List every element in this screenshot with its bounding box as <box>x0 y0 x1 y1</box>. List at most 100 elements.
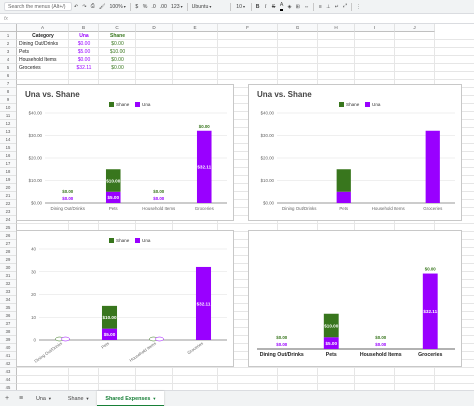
row-header-27[interactable]: 27 <box>0 240 17 248</box>
sheet-tab-una[interactable]: Una ▼ <box>28 391 60 406</box>
row-header-32[interactable]: 32 <box>0 280 17 288</box>
row-header-7[interactable]: 7 <box>0 80 17 88</box>
column-header-h[interactable]: H <box>318 24 355 32</box>
row-header-19[interactable]: 19 <box>0 176 17 184</box>
row-header-11[interactable]: 11 <box>0 112 17 120</box>
row-header-16[interactable]: 16 <box>0 152 17 160</box>
menu-search-input[interactable]: Search the menus (Alt+/) <box>4 2 72 11</box>
align-left-icon[interactable]: ≡ <box>318 3 322 10</box>
all-sheets-button[interactable]: ≡ <box>18 395 24 402</box>
header-cell-una[interactable]: Una <box>79 33 89 39</box>
vertical-align-icon[interactable]: ⊥ <box>326 3 331 10</box>
row-header-6[interactable]: 6 <box>0 72 17 80</box>
row-header-40[interactable]: 40 <box>0 344 17 352</box>
chevron-down-icon[interactable]: ▼ <box>152 395 157 401</box>
row-header-39[interactable]: 39 <box>0 336 17 344</box>
italic-button[interactable]: I <box>264 3 267 10</box>
add-sheet-button[interactable]: + <box>4 395 10 402</box>
chart-3[interactable]: Shane Una 0 10 20 30 40 Dining Out/Drinks $5.00 $… <box>16 230 234 367</box>
borders-icon[interactable]: ⊞ <box>295 3 300 10</box>
cell-shane[interactable]: $0.00 <box>111 65 124 71</box>
text-wrap-icon[interactable]: ↵ <box>334 3 340 10</box>
increase-decimal-button[interactable]: .00 <box>159 3 167 10</box>
percent-format-button[interactable]: % <box>142 3 148 10</box>
row-header-36[interactable]: 36 <box>0 312 17 320</box>
row-header-15[interactable]: 15 <box>0 144 17 152</box>
row-header-17[interactable]: 17 <box>0 160 17 168</box>
fill-color-icon[interactable]: ◈ <box>287 3 292 10</box>
cell-una[interactable]: $32.11 <box>76 65 92 71</box>
row-header-1[interactable]: 1 <box>0 32 17 40</box>
row-header-13[interactable]: 13 <box>0 128 17 136</box>
row-header-28[interactable]: 28 <box>0 248 17 256</box>
row-header-18[interactable]: 18 <box>0 168 17 176</box>
row-header-24[interactable]: 24 <box>0 216 17 224</box>
more-icon[interactable]: ⋮ <box>356 3 362 10</box>
sheet-tab-shared-expenses[interactable]: Shared Expenses ▼ <box>97 390 165 406</box>
chevron-down-icon[interactable]: ▼ <box>85 395 90 401</box>
row-header-34[interactable]: 34 <box>0 296 17 304</box>
row-header-2[interactable]: 2 <box>0 40 17 48</box>
row-header-26[interactable]: 26 <box>0 232 17 240</box>
cell-una[interactable]: $0.00 <box>77 41 91 47</box>
row-header-31[interactable]: 31 <box>0 272 17 280</box>
formula-bar[interactable]: fx <box>0 14 474 24</box>
merge-cells-icon[interactable]: ⇔ <box>303 3 310 10</box>
row-header-8[interactable]: 8 <box>0 88 17 96</box>
chevron-down-icon[interactable]: ▼ <box>47 395 52 401</box>
redo-icon[interactable]: ↷ <box>82 3 87 10</box>
text-rotate-icon[interactable]: ⤢ <box>343 3 348 9</box>
column-header-c[interactable]: C <box>99 24 136 32</box>
row-header-29[interactable]: 29 <box>0 256 17 264</box>
row-header-12[interactable]: 12 <box>0 120 17 128</box>
column-header-a[interactable]: A <box>17 24 69 32</box>
font-family-select[interactable]: Ubuntu <box>190 2 228 12</box>
row-header-4[interactable]: 4 <box>0 56 17 64</box>
row-header-9[interactable]: 9 <box>0 96 17 104</box>
column-header-i[interactable]: I <box>355 24 395 32</box>
row-header-5[interactable]: 5 <box>0 64 17 72</box>
number-format-select[interactable]: 123 <box>169 2 185 12</box>
decrease-decimal-button[interactable]: .0 <box>151 3 156 10</box>
currency-format-button[interactable]: $ <box>135 3 139 10</box>
sheet-tab-shane[interactable]: Shane ▼ <box>60 391 98 406</box>
row-header-44[interactable]: 44 <box>0 376 17 384</box>
text-color-button[interactable]: A <box>279 2 284 11</box>
cell-category[interactable]: Dining Out/Drinks <box>19 41 59 47</box>
row-header-30[interactable]: 30 <box>0 264 17 272</box>
row-header-38[interactable]: 38 <box>0 328 17 336</box>
header-cell-category[interactable]: Category <box>32 33 54 39</box>
cell-una[interactable]: $5.00 <box>77 49 91 55</box>
chart-una-vs-shane-2[interactable]: Una vs. Shane Shane Una $0.00 $10.00 $20.00 $3… <box>248 84 462 221</box>
header-cell-shane[interactable]: Shane <box>109 33 125 39</box>
chart-una-vs-shane-1[interactable]: Una vs. Shane Shane Una $0.00 $10.00 $20.00 $3… <box>16 84 234 221</box>
row-header-37[interactable]: 37 <box>0 320 17 328</box>
cell-category[interactable]: Pets <box>19 49 30 55</box>
column-header-f[interactable]: F <box>218 24 278 32</box>
row-header-10[interactable]: 10 <box>0 104 17 112</box>
column-header-e[interactable]: E <box>173 24 218 32</box>
paint-format-icon[interactable]: 🖌 <box>98 3 106 10</box>
row-header-20[interactable]: 20 <box>0 184 17 192</box>
row-header-41[interactable]: 41 <box>0 352 17 360</box>
cell-category[interactable]: Household Items <box>19 57 57 63</box>
cell-una[interactable]: $0.00 <box>77 57 91 63</box>
column-header-j[interactable]: J <box>395 24 435 32</box>
row-header-23[interactable]: 23 <box>0 208 17 216</box>
undo-icon[interactable]: ↶ <box>74 3 79 10</box>
bold-button[interactable]: B <box>255 3 260 10</box>
select-all-corner[interactable] <box>0 24 17 32</box>
row-header-21[interactable]: 21 <box>0 192 17 200</box>
strikethrough-button[interactable]: S <box>271 3 276 10</box>
row-header-42[interactable]: 42 <box>0 360 17 368</box>
cell-category[interactable]: Groceries <box>19 65 41 71</box>
zoom-select[interactable]: 100% <box>107 2 127 12</box>
column-header-b[interactable]: B <box>69 24 99 32</box>
row-header-22[interactable]: 22 <box>0 200 17 208</box>
column-header-d[interactable]: D <box>136 24 173 32</box>
row-header-14[interactable]: 14 <box>0 136 17 144</box>
column-header-g[interactable]: G <box>278 24 318 32</box>
row-header-25[interactable]: 25 <box>0 224 17 232</box>
font-size-select[interactable]: 10 <box>233 2 249 12</box>
chart-4[interactable]: $0.00 $0.00 Dining Out/Drinks $5.00 $10.00 Pe… <box>248 230 462 367</box>
